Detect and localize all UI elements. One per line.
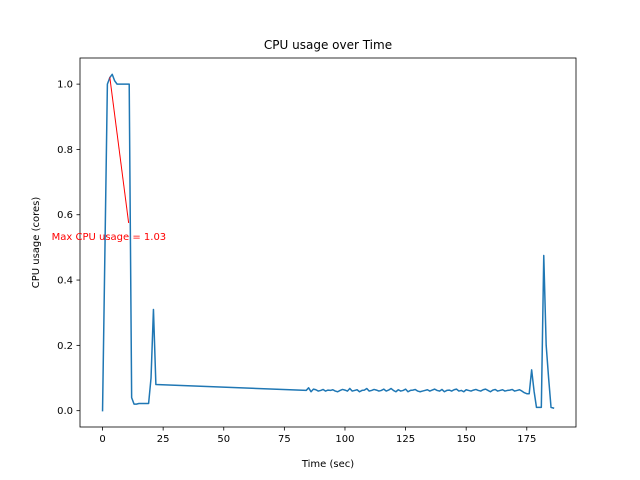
x-tick-label: 25: [157, 434, 170, 445]
y-tick-label: 0.8: [57, 145, 73, 156]
plot-frame: [79, 57, 577, 428]
x-tick-label: 75: [278, 434, 291, 445]
annotation: Max CPU usage = 1.03: [52, 77, 167, 243]
y-tick-label: 0.0: [57, 406, 73, 417]
series-line: [101, 73, 555, 412]
annotation-label: Max CPU usage = 1.03: [52, 232, 167, 243]
y-tick-label: 0.6: [57, 210, 73, 221]
y-tick-label: 0.4: [57, 276, 73, 287]
x-tick-label: 0: [99, 434, 105, 445]
chart-title: CPU usage over Time: [264, 38, 392, 52]
y-tick-label: 0.2: [57, 341, 73, 352]
x-tick-label: 150: [457, 434, 476, 445]
x-tick-label: 100: [335, 434, 354, 445]
y-axis-label: CPU usage (cores): [31, 197, 42, 289]
x-tick-label: 175: [517, 434, 536, 445]
plot-area: [101, 73, 555, 412]
x-tick-label: 125: [396, 434, 415, 445]
x-axis-label: Time (sec): [301, 459, 354, 470]
x-tick-label: 50: [217, 434, 230, 445]
y-tick-label: 1.0: [57, 80, 73, 91]
annotation-arrow: [109, 77, 130, 224]
axis-ticks: 0 25 50 75 100 125 150 175 0.0 0.2 0.4 0.6 0.8 1.0: [57, 80, 536, 445]
